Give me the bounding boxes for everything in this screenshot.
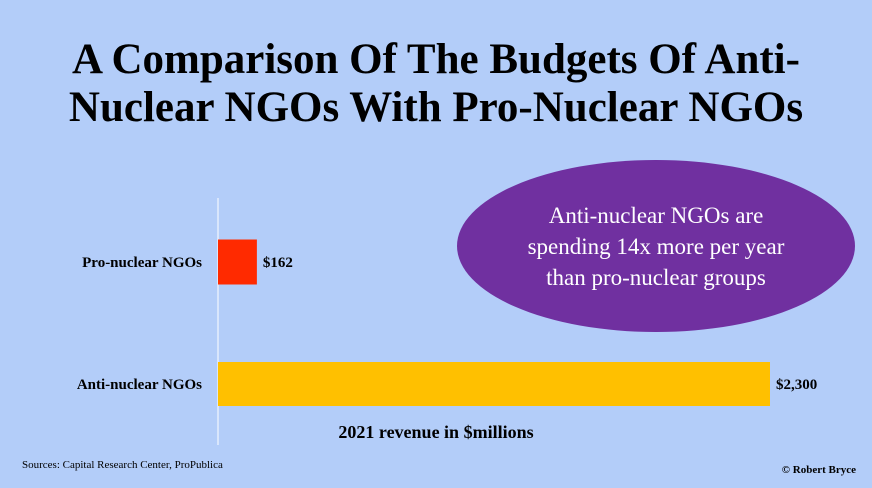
value-label: $162 [263, 255, 293, 271]
bar-anti-nuclear [218, 362, 770, 406]
callout-ellipse: Anti-nuclear NGOs are spending 14x more … [457, 160, 855, 332]
category-label: Pro-nuclear NGOs [82, 255, 202, 271]
x-axis-label: 2021 revenue in $millions [338, 422, 534, 442]
copyright-note: © Robert Bryce [781, 464, 856, 476]
category-label: Anti-nuclear NGOs [77, 377, 202, 393]
bars-group: Pro-nuclear NGOs $162 Anti-nuclear NGOs $2,… [77, 239, 817, 406]
callout-text: Anti-nuclear NGOs are spending 14x more … [527, 202, 785, 290]
chart-title: A Comparison Of The Budgets Of Anti-Nucl… [68, 36, 804, 131]
bar-pro-nuclear [218, 239, 257, 285]
sources-note: Sources: Capital Research Center, ProPub… [22, 459, 223, 471]
value-label: $2,300 [776, 377, 817, 393]
